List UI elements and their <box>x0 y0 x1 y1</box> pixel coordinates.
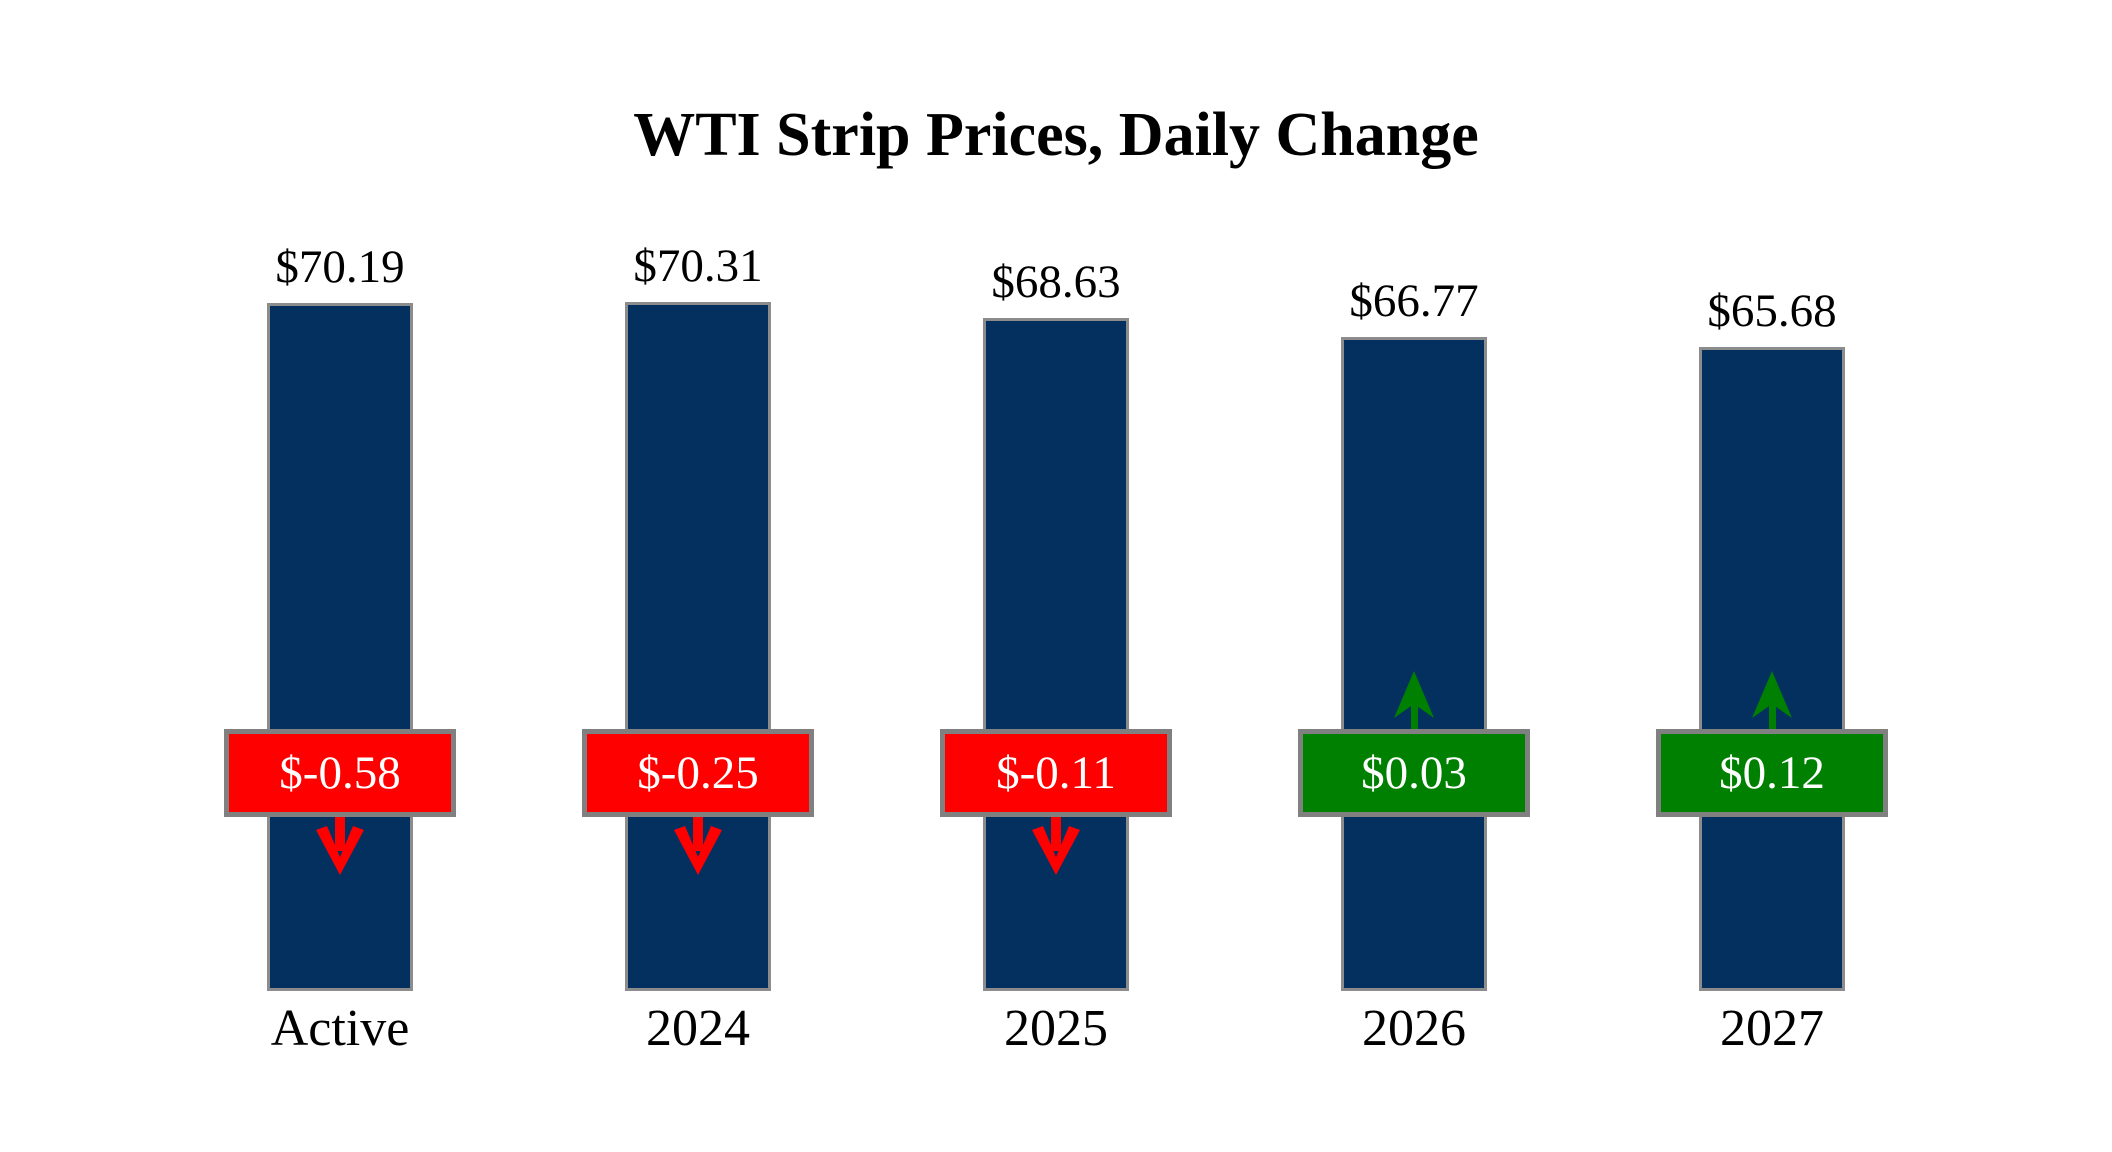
daily-change-badge: $-0.58 <box>224 729 456 817</box>
change-arrow-down-icon <box>1032 817 1080 875</box>
daily-change-badge: $0.03 <box>1298 729 1530 817</box>
price-value-label: $65.68 <box>1707 285 1837 337</box>
price-value-label: $68.63 <box>991 256 1121 308</box>
category-label: Active <box>270 1000 410 1057</box>
bar-group-2026: $66.77 $0.03 2026 <box>1294 0 1534 1152</box>
daily-change-badge: $0.12 <box>1656 729 1888 817</box>
bar-group-2024: $70.31 $-0.25 2024 <box>578 0 818 1152</box>
bar-group-2025: $68.63 $-0.11 2025 <box>936 0 1176 1152</box>
strip-price-bar <box>983 318 1129 991</box>
price-value-label: $66.77 <box>1349 275 1479 327</box>
change-arrow-up-icon <box>1752 671 1792 729</box>
category-label: 2026 <box>1362 1000 1466 1057</box>
bar-group-2027: $65.68 $0.12 2027 <box>1652 0 1892 1152</box>
price-value-label: $70.31 <box>633 240 763 292</box>
strip-price-bar <box>267 303 413 991</box>
daily-change-badge: $-0.11 <box>940 729 1172 817</box>
strip-price-bar <box>1341 337 1487 991</box>
category-label: 2027 <box>1720 1000 1824 1057</box>
strip-price-bar <box>1699 347 1845 991</box>
chart-title: WTI Strip Prices, Daily Change <box>633 101 1479 169</box>
change-arrow-down-icon <box>674 817 722 875</box>
bar-group-active: $70.19 $-0.58 Active <box>220 0 460 1152</box>
change-arrow-up-icon <box>1394 671 1434 729</box>
daily-change-badge: $-0.25 <box>582 729 814 817</box>
change-arrow-down-icon <box>316 817 364 875</box>
category-label: 2024 <box>646 1000 750 1057</box>
category-label: 2025 <box>1004 1000 1108 1057</box>
price-value-label: $70.19 <box>275 241 405 293</box>
strip-price-bar <box>625 302 771 991</box>
